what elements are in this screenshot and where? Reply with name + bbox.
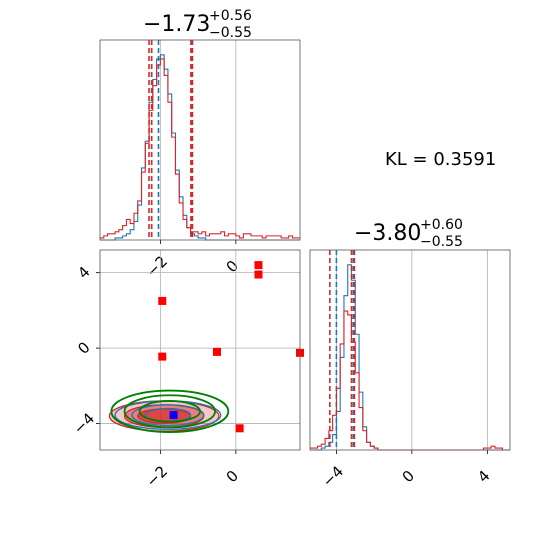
red-point (212, 347, 221, 356)
joint-xtick-label: −2 (143, 462, 171, 490)
marginal-2-hist-red (310, 310, 510, 451)
contour-green-level-3 (138, 400, 201, 423)
joint-xtick-label: 0 (223, 467, 242, 486)
marginal-1-panel: −2 0 (99, 39, 301, 281)
joint-ytick-label: 0 (74, 338, 93, 357)
marginal-2-panel: −4 0 4 (309, 249, 511, 491)
marginal-1-title-main: −1.73 (143, 12, 210, 37)
red-point (254, 261, 263, 270)
marginal-2-xtick-label: 0 (399, 467, 418, 486)
marginal-1-xtick-label: −2 (143, 252, 171, 280)
marginal-2-xtick-label: 4 (474, 467, 493, 486)
marginal-2-title: −3.80 +0.60 −0.55 (354, 217, 463, 250)
marginal-1-hist-red (100, 58, 300, 239)
marginal-1-xtick-label: 0 (223, 257, 242, 276)
red-point (235, 424, 244, 433)
marginal-2-title-main: −3.80 (354, 221, 421, 246)
marginal-1-title-sub: −0.55 (209, 25, 252, 41)
marginal-1-title: −1.73 +0.56 −0.55 (143, 8, 252, 41)
contour-green-level-2 (123, 394, 216, 429)
joint-panel: −2 0 −4 0 4 (70, 249, 304, 491)
marginal-2-title-sup: +0.60 (420, 217, 463, 233)
marginal-2-xtick-label: −4 (319, 462, 347, 490)
marginal-1-frame (99, 39, 301, 241)
red-point (254, 270, 263, 279)
marginal-2-title-sub: −0.55 (420, 234, 463, 250)
joint-ytick-label: −4 (70, 409, 98, 437)
blue-point (169, 411, 178, 420)
marginal-1-hist-blue (100, 54, 300, 241)
joint-ytick-label: 4 (74, 263, 93, 282)
kl-annotation: KL = 0.3591 (385, 149, 496, 170)
joint-frame (99, 249, 301, 451)
red-point (158, 352, 167, 361)
contour-green-level-1 (110, 389, 230, 433)
red-point (158, 296, 167, 305)
marginal-2-frame (309, 249, 511, 451)
contour-blue-level-2 (131, 404, 205, 427)
marginal-1-title-sup: +0.56 (209, 8, 252, 24)
